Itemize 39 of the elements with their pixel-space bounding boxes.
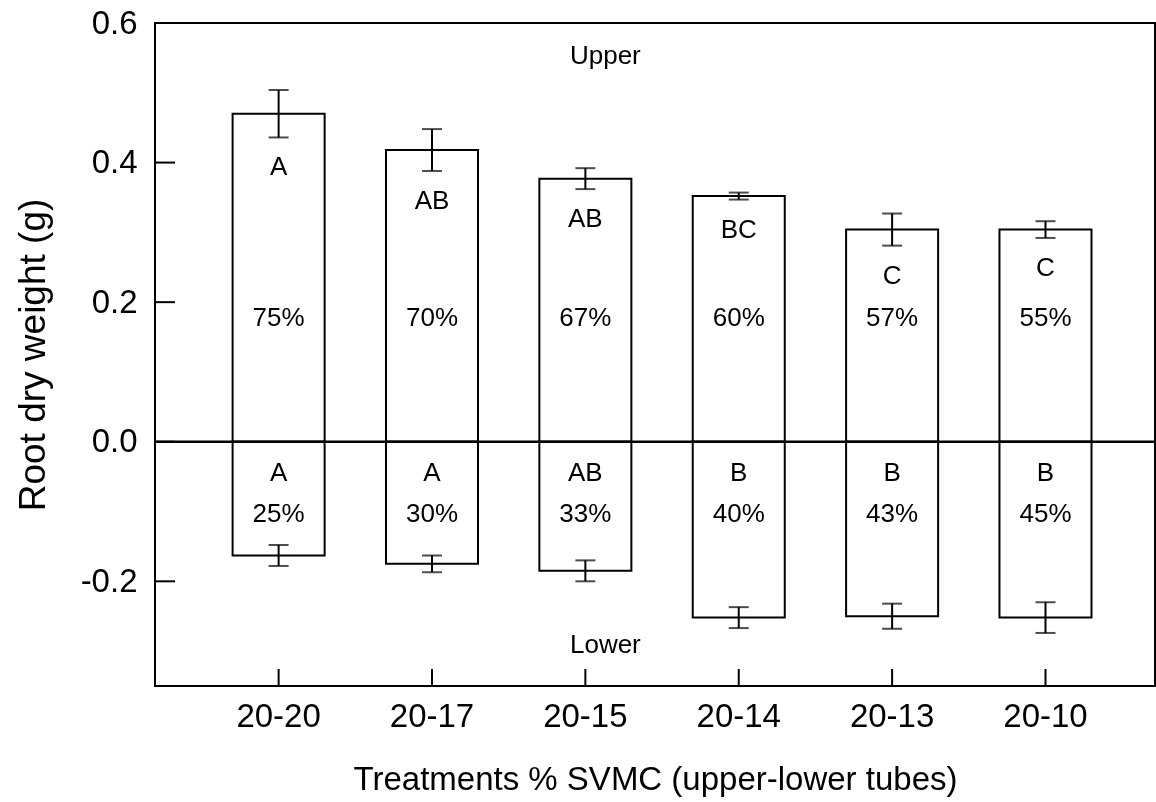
x-tick-label: 20-20 <box>236 696 321 734</box>
annotation: 25% <box>252 497 305 528</box>
y-tick-label: 0.2 <box>91 282 138 320</box>
annotation: A <box>423 456 442 487</box>
y-tick-label: 0.6 <box>91 3 138 41</box>
y-tick-label: 0.4 <box>91 143 138 181</box>
x-tick-label: 20-14 <box>696 696 781 734</box>
annotation: 75% <box>252 302 305 333</box>
annotation: 60% <box>712 302 765 333</box>
annotation: B <box>883 456 901 487</box>
annotation: C <box>882 259 902 290</box>
annotation: AB <box>568 456 603 487</box>
x-tick-label: 20-13 <box>849 696 935 734</box>
annotation: Lower <box>569 628 642 659</box>
annotation: 55% <box>1019 302 1072 333</box>
x-axis-title: Treatments % SVMC (upper-lower tubes) <box>353 759 958 797</box>
y-tick-label: 0.0 <box>91 422 138 460</box>
x-tick-label: 20-15 <box>543 696 628 734</box>
y-tick-label: -0.2 <box>80 561 138 599</box>
annotation: 57% <box>866 302 919 333</box>
annotation: B <box>1036 456 1055 487</box>
annotation: AB <box>568 203 603 234</box>
annotation: 33% <box>559 497 612 528</box>
annotation: 70% <box>405 302 459 333</box>
annotation: BC <box>720 213 757 244</box>
annotation: Upper <box>569 40 642 71</box>
y-axis-title: Root dry weight (g) <box>11 198 53 512</box>
annotation: 67% <box>559 302 612 333</box>
annotation: B <box>730 456 748 487</box>
annotation: 40% <box>712 497 765 528</box>
annotation: 30% <box>405 497 459 528</box>
annotation: C <box>1036 251 1055 282</box>
annotation: AB <box>414 184 450 215</box>
annotation: 43% <box>866 497 919 528</box>
annotation: 45% <box>1019 497 1072 528</box>
annotation: A <box>269 151 288 182</box>
annotation: A <box>269 456 288 487</box>
x-tick-label: 20-10 <box>1003 696 1088 734</box>
x-tick-label: 20-17 <box>389 696 475 734</box>
